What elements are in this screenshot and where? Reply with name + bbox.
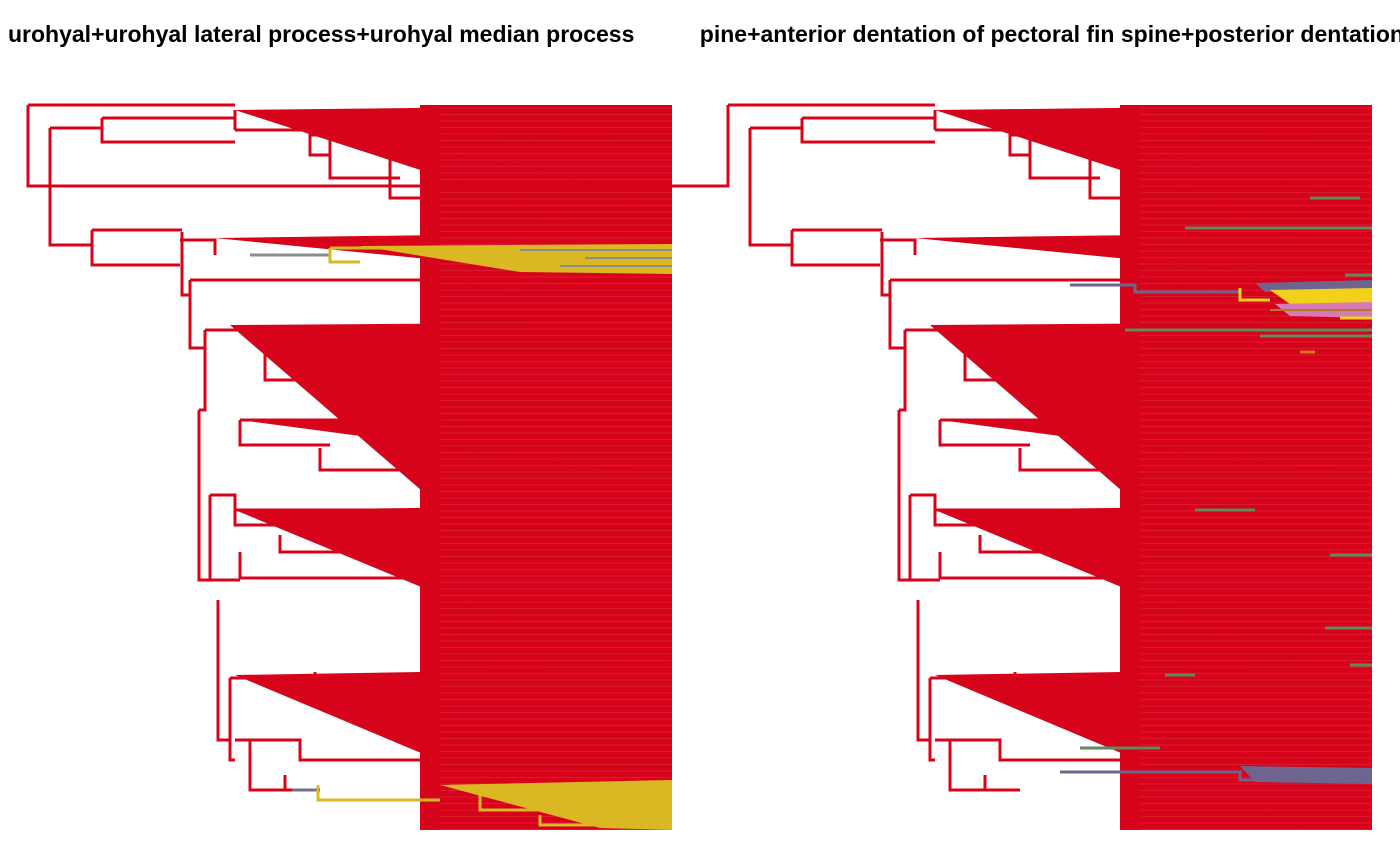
branch: [235, 128, 330, 157]
branch: [208, 495, 240, 582]
branch: [1088, 145, 1150, 200]
clade-fan-state2: [440, 780, 672, 830]
branch: [899, 330, 907, 412]
branch: [263, 340, 280, 382]
branch: [180, 238, 217, 255]
branch-yellow: [1238, 288, 1270, 302]
clade-fan: [1090, 135, 1372, 200]
branch: [978, 535, 1090, 554]
branch: [950, 738, 1130, 762]
branch: [188, 280, 205, 350]
clade-fan: [915, 232, 1372, 280]
branch: [963, 340, 980, 382]
branch: [283, 775, 320, 792]
branch-state2: [328, 248, 360, 264]
branch: [238, 420, 330, 447]
branch-state3: [520, 249, 672, 267]
branch-green: [1125, 196, 1372, 338]
clade-fan: [390, 135, 672, 200]
branch: [197, 410, 210, 582]
branch-state2: [478, 795, 620, 827]
branch: [1018, 448, 1120, 472]
branch-state2: [316, 785, 440, 802]
clade-fan: [440, 276, 672, 320]
branch: [935, 128, 1030, 157]
branch: [1258, 600, 1310, 652]
clade-fan: [935, 505, 1372, 665]
branch: [880, 238, 917, 255]
branch: [1088, 545, 1220, 567]
branch: [888, 280, 905, 350]
branch: [748, 128, 792, 247]
clade-fan-purple: [1240, 766, 1372, 784]
branch: [538, 283, 600, 314]
branch-purple: [1070, 283, 1240, 294]
branch: [250, 738, 430, 762]
branch: [908, 495, 940, 582]
branch: [238, 552, 430, 580]
clade-fan: [235, 505, 672, 665]
right-panel-title-text: spine+anterior dentation of pectoral fin…: [700, 21, 1400, 47]
branch: [790, 230, 880, 267]
branch: [897, 410, 910, 582]
branch: [980, 378, 1155, 402]
branch: [558, 600, 610, 652]
branch: [199, 330, 207, 412]
branch: [453, 392, 520, 412]
branch: [1030, 688, 1212, 720]
branch: [280, 378, 455, 402]
branch: [880, 232, 890, 297]
branch: [388, 545, 520, 567]
branch: [1028, 135, 1100, 180]
branch: [916, 600, 930, 742]
branch: [438, 283, 540, 298]
branch: [935, 738, 990, 792]
branch: [90, 230, 180, 267]
clade-fan-yellow: [1270, 288, 1372, 306]
branch: [928, 678, 935, 762]
branch: [938, 420, 1030, 447]
branch: [518, 575, 560, 607]
branch: [228, 678, 235, 762]
branch: [983, 775, 1020, 792]
branch: [100, 118, 235, 144]
branch: [980, 348, 1062, 370]
branch: [388, 145, 450, 200]
branch: [1153, 392, 1220, 412]
right-tree: [50, 103, 1372, 830]
branch: [318, 448, 420, 472]
branch: [280, 348, 362, 370]
branch: [216, 600, 230, 742]
branch: [50, 105, 730, 188]
branch: [800, 118, 935, 144]
branch: [48, 128, 92, 247]
branch-green: [1080, 508, 1372, 750]
right-panel-title: spine+anterior dentation of pectoral fin…: [700, 20, 1400, 48]
branch: [330, 688, 512, 720]
clade-fan: [940, 418, 1372, 470]
branch: [1218, 575, 1260, 607]
branch: [938, 552, 1130, 580]
branch: [328, 135, 400, 180]
branch: [235, 738, 290, 792]
branch: [26, 105, 50, 188]
clade-fan: [240, 418, 672, 470]
branch: [1138, 283, 1240, 298]
left-panel-title: urohyal+urohyal lateral process+urohyal …: [8, 21, 635, 47]
branch: [180, 232, 190, 297]
left-tree: [26, 103, 672, 830]
branch: [278, 535, 390, 554]
